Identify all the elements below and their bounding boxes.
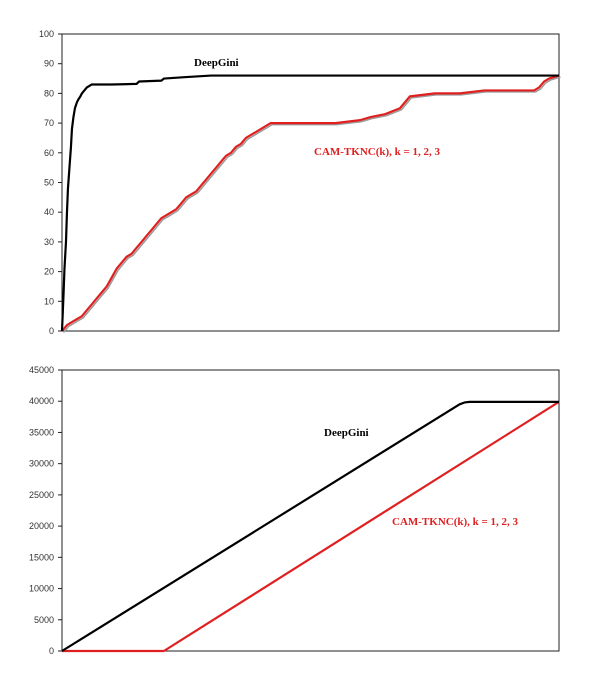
chart-bottom-series-line-cam-tknc <box>62 400 560 653</box>
chart-top-y-tick-label: 30 <box>44 237 54 247</box>
chart-top-series-group <box>60 74 561 333</box>
chart-bottom-y-tick-label: 20000 <box>29 521 54 531</box>
chart-bottom-y-tick-label: 35000 <box>29 427 54 437</box>
chart-top-y-tick-label: 100 <box>39 29 54 39</box>
chart-bottom-y-tick-label: 45000 <box>29 365 54 375</box>
chart-top-y-tick-label: 0 <box>49 326 54 336</box>
chart-top-y-tick-label: 70 <box>44 118 54 128</box>
chart-bottom-y-tick-label: 30000 <box>29 459 54 469</box>
chart-bottom-label-deepgini: DeepGini <box>324 427 369 439</box>
chart-bottom-y-tick-label: 10000 <box>29 584 54 594</box>
chart-top-y-axis: 0 10 20 30 40 50 60 70 80 90 100 <box>39 29 62 336</box>
chart-top-series-line-deepgini <box>60 74 559 332</box>
chart-top-y-tick-label: 10 <box>44 296 54 306</box>
chart-top-plot-area <box>61 33 560 332</box>
chart-top-y-tick-label: 60 <box>44 148 54 158</box>
chart-top-series-line-cam-tknc-shadow <box>62 76 561 333</box>
chart-bottom-y-tick-label: 15000 <box>29 552 54 562</box>
chart-top-label-deepgini: DeepGini <box>194 57 239 69</box>
chart-bottom-plot-area <box>61 369 560 652</box>
chart-bottom-label-cam-tknc: CAM-TKNC(k), k = 1, 2, 3 <box>392 516 519 528</box>
chart-top-y-tick-label: 20 <box>44 267 54 277</box>
chart-bottom-y-tick-label: 25000 <box>29 490 54 500</box>
chart-bottom-series-group <box>61 400 560 653</box>
chart-top-y-tick-label: 90 <box>44 59 54 69</box>
chart-bottom-y-tick-label: 40000 <box>29 396 54 406</box>
chart-top: 0 10 20 30 40 50 60 70 80 90 100 DeepGini CAM-TKNC… <box>39 29 561 336</box>
chart-bottom: 0 5000 10000 15000 20000 25000 30000 35000 40000… <box>29 365 560 656</box>
chart-bottom-y-tick-label: 5000 <box>34 615 54 625</box>
chart-bottom-series-line-deepgini <box>61 400 559 652</box>
chart-top-y-tick-label: 80 <box>44 88 54 98</box>
chart-top-y-tick-label: 40 <box>44 207 54 217</box>
chart-bottom-y-axis: 0 5000 10000 15000 20000 25000 30000 35000 40000… <box>29 365 62 656</box>
chart-bottom-y-tick-label: 0 <box>49 646 54 656</box>
chart-top-y-tick-label: 50 <box>44 178 54 188</box>
chart-top-series-line-cam-tknc <box>61 74 560 332</box>
chart-top-label-cam-tknc: CAM-TKNC(k), k = 1, 2, 3 <box>314 146 441 158</box>
